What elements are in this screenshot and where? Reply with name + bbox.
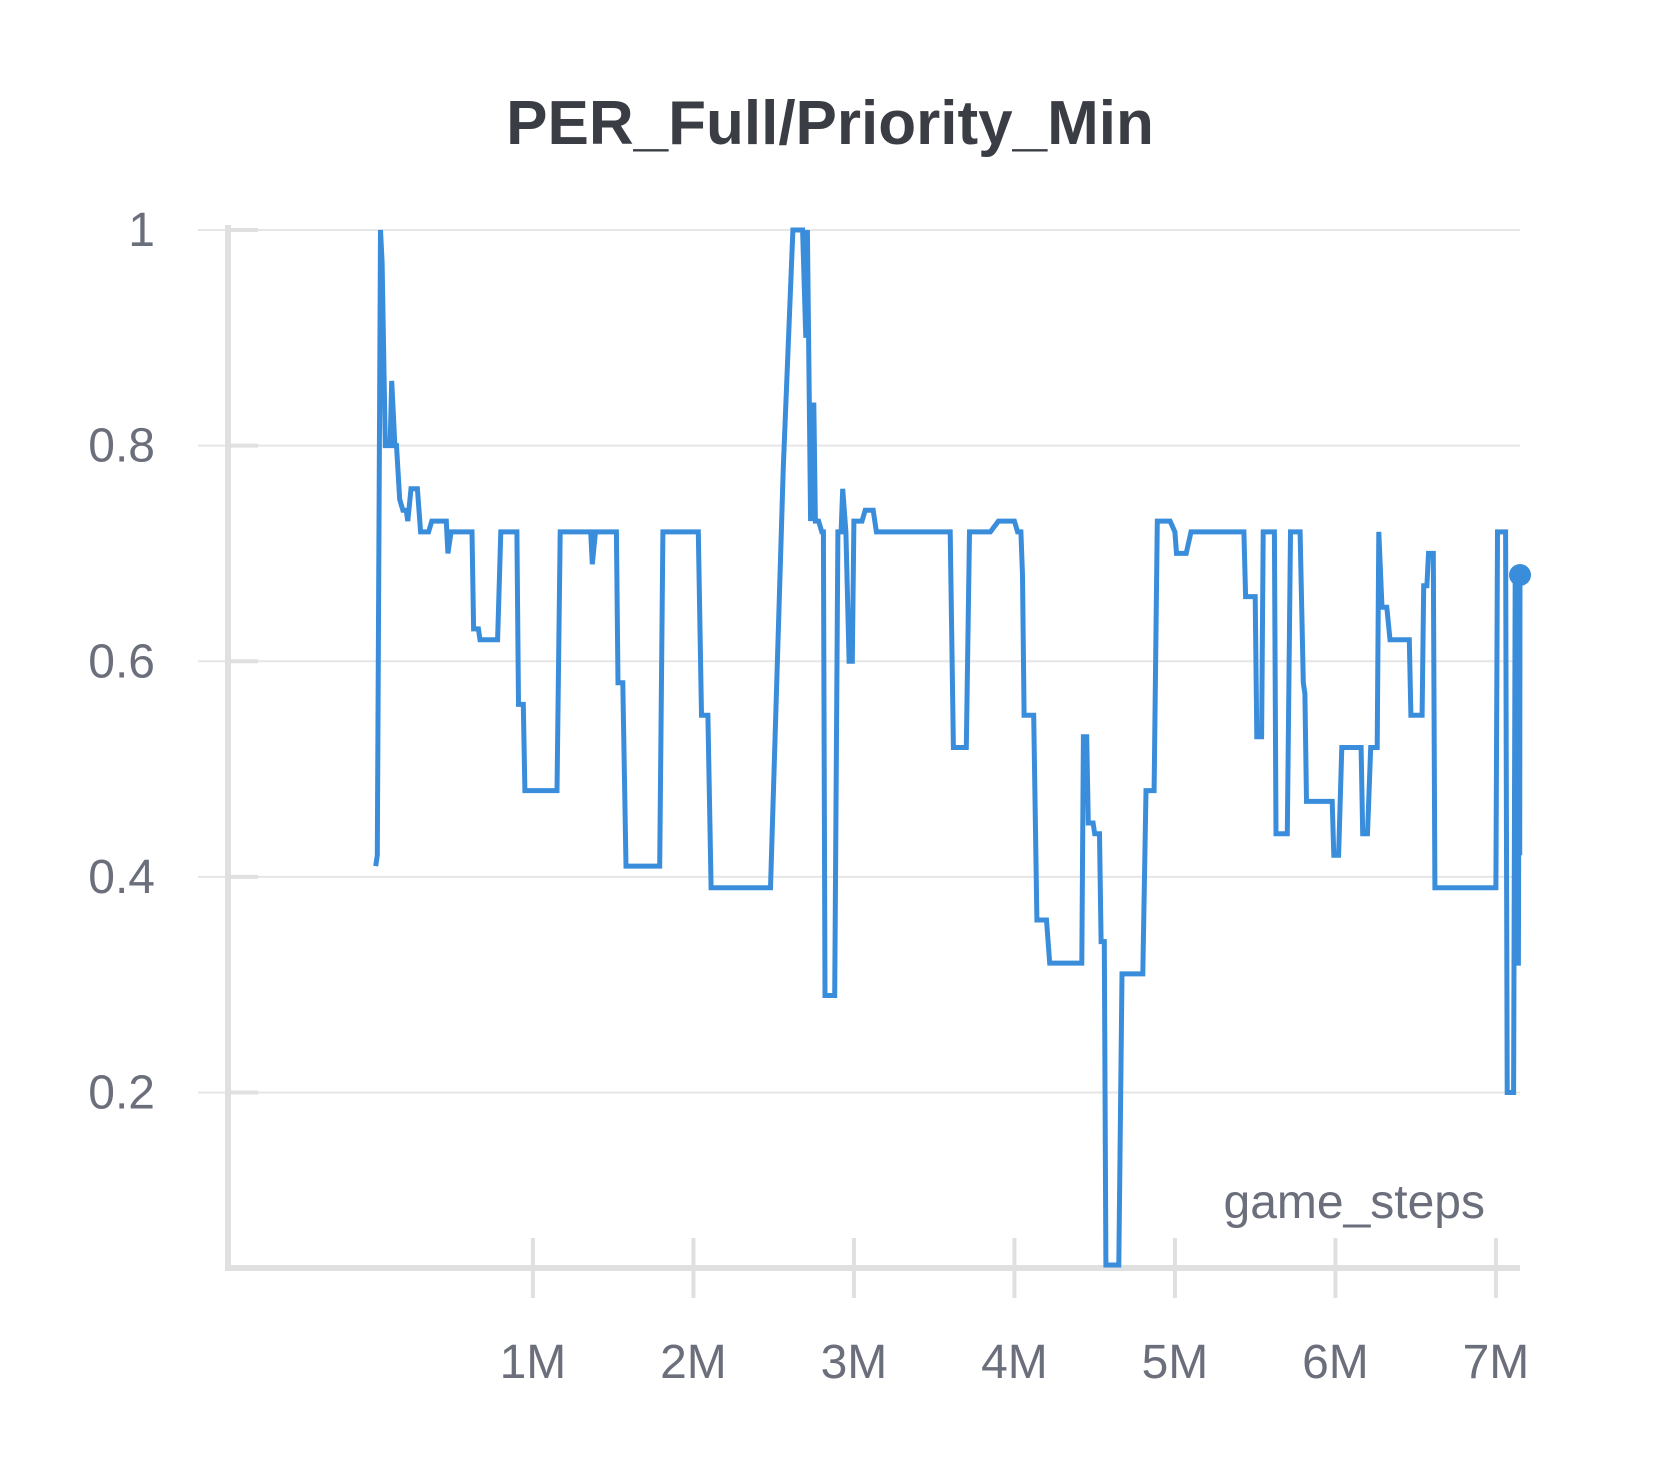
series-line bbox=[373, 227, 1523, 1268]
x-tick-label: 5M bbox=[1142, 1336, 1209, 1389]
x-tick-label: 1M bbox=[500, 1336, 567, 1389]
gridlines bbox=[198, 229, 1520, 1094]
chart-title: PER_Full/Priority_Min bbox=[506, 89, 1154, 158]
x-tick-label: 6M bbox=[1302, 1336, 1369, 1389]
x-tick-label: 7M bbox=[1463, 1336, 1530, 1389]
y-tick-label: 0.4 bbox=[88, 851, 155, 904]
x-tick-label: 4M bbox=[981, 1336, 1048, 1389]
x-axis-title: game_steps bbox=[1224, 1176, 1486, 1229]
x-axis: 1M 2M 3M 4M 5M 6M 7M bbox=[225, 1238, 1529, 1389]
last-point-marker bbox=[1509, 564, 1531, 586]
y-tick-label: 0.8 bbox=[88, 420, 155, 473]
x-tick-label: 3M bbox=[821, 1336, 888, 1389]
y-axis: 0.2 0.4 0.6 0.8 1 bbox=[88, 204, 258, 1270]
y-tick-label: 0.6 bbox=[88, 635, 155, 688]
y-tick-label: 1 bbox=[128, 204, 155, 257]
x-tick-label: 2M bbox=[660, 1336, 727, 1389]
y-tick-label: 0.2 bbox=[88, 1067, 155, 1120]
data-series bbox=[373, 227, 1531, 1268]
